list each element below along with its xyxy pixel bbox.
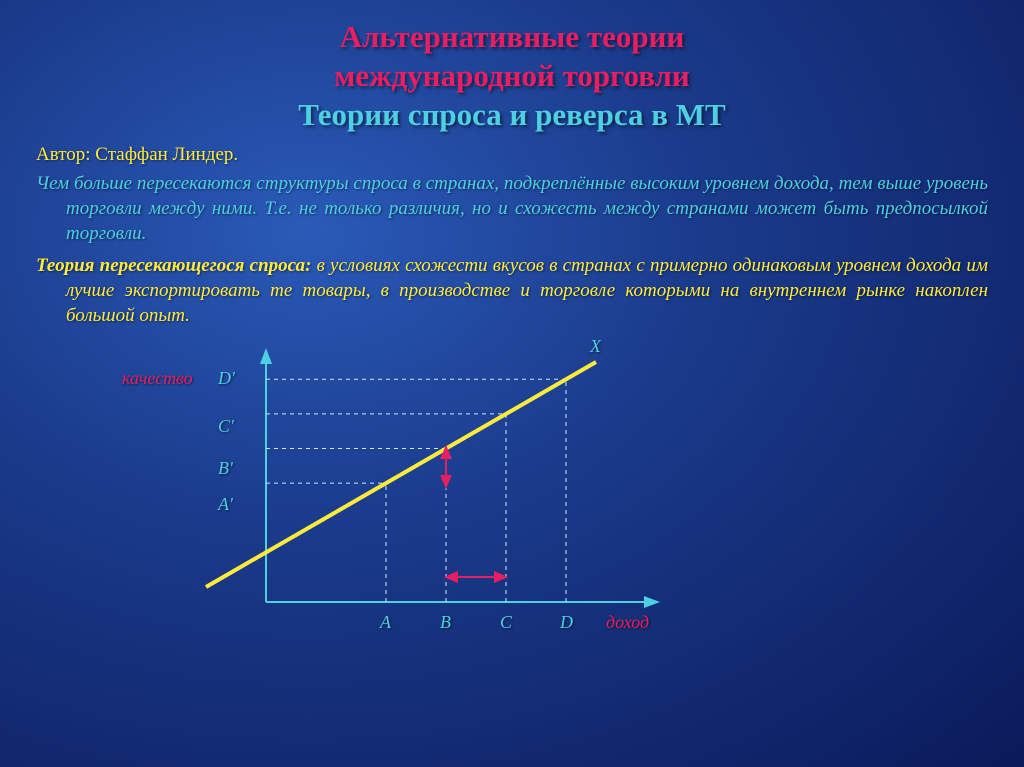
theory-label: Теория пересекающегося спроса: (36, 255, 311, 276)
paragraph-2-wrap: Теория пересекающегося спроса: в условия… (36, 254, 988, 328)
y-tick-dp: D' (218, 368, 235, 389)
y-tick-ap: A' (218, 494, 233, 515)
y-tick-bp: B' (218, 458, 233, 479)
author-line: Автор: Стаффан Линдер. (36, 144, 988, 166)
x-tick-d: D (560, 612, 573, 633)
x-tick-a: A (380, 612, 391, 633)
y-axis-label: качество (122, 368, 193, 389)
slide-title: Альтернативные теории международной торг… (36, 18, 988, 134)
title-line-1: Альтернативные теории (36, 18, 988, 57)
x-axis-label: доход (606, 612, 649, 633)
chart: X качество D' C' B' A' A B C D доход (36, 334, 988, 664)
x-tick-b: B (440, 612, 451, 633)
title-line-3: Теории спроса и реверса в МТ (36, 96, 988, 135)
title-line-2: международной торговли (36, 57, 988, 96)
x-tick-c: C (500, 612, 512, 633)
curve-label-x: X (590, 336, 601, 357)
paragraph-1: Чем больше пересекаются структуры спроса… (36, 172, 988, 246)
y-tick-cp: C' (218, 416, 234, 437)
chart-svg (176, 342, 696, 642)
